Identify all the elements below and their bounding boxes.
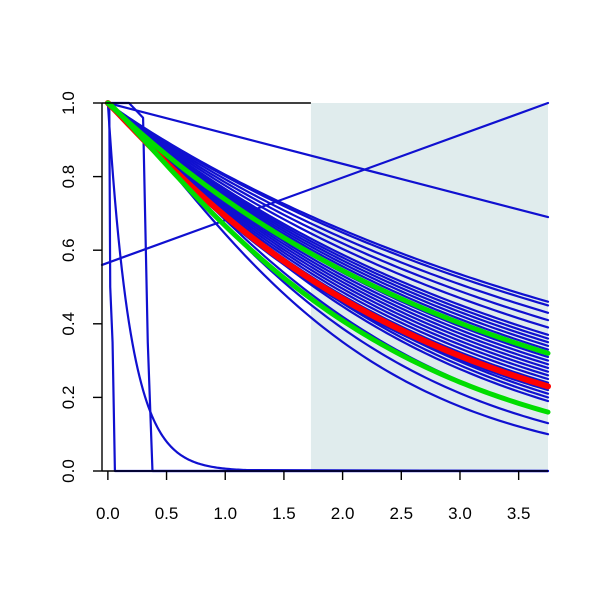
confidence-band-curve bbox=[105, 100, 551, 415]
x-tick-label: 2.0 bbox=[331, 504, 355, 523]
sample-curve bbox=[106, 101, 550, 219]
x-tick-label: 3.0 bbox=[448, 504, 472, 523]
confidence-band-curve bbox=[105, 100, 551, 356]
x-tick-label: 3.5 bbox=[507, 504, 531, 523]
sample-curve bbox=[106, 101, 550, 322]
sample-curve bbox=[106, 101, 550, 303]
y-tick-label: 0.2 bbox=[59, 386, 78, 410]
sample-curve bbox=[106, 101, 550, 329]
x-tick-label: 2.5 bbox=[389, 504, 413, 523]
sample-curve bbox=[106, 101, 550, 336]
x-tick-label: 0.5 bbox=[155, 504, 179, 523]
y-tick-label: 0.4 bbox=[59, 312, 78, 336]
estimate-curve bbox=[104, 100, 551, 390]
x-tick-label: 1.5 bbox=[272, 504, 296, 523]
curves-layer bbox=[100, 100, 551, 473]
y-tick-label: 0.0 bbox=[59, 459, 78, 483]
sample-curve bbox=[106, 101, 550, 314]
y-tick-label: 0.8 bbox=[59, 165, 78, 189]
axes-layer: 0.0 0.5 1.0 1.5 2.0 2.5 3.0 3.5 0.0 0.2 0.4 0.6 0.8 1… bbox=[59, 91, 548, 523]
x-tick-label: 0.0 bbox=[96, 504, 120, 523]
y-tick-label: 1.0 bbox=[59, 91, 78, 115]
x-tick-label: 1.0 bbox=[213, 504, 237, 523]
sample-curve bbox=[106, 101, 550, 473]
sample-curve bbox=[100, 101, 550, 267]
y-tick-label: 0.6 bbox=[59, 238, 78, 262]
